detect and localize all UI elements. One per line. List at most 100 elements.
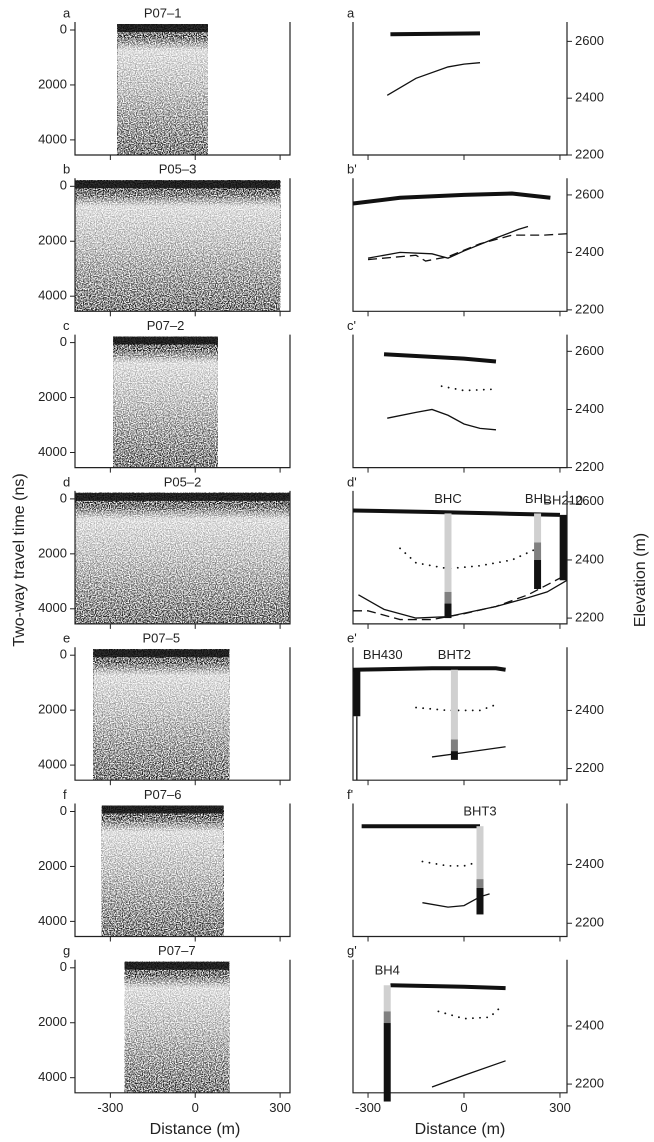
borehole-label: BHT3 (463, 804, 496, 819)
profile-line (367, 233, 568, 262)
frame (74, 647, 291, 781)
panel-label: f (63, 787, 67, 802)
y2-tick-label: 2400 (575, 244, 604, 259)
radargram-top-band (101, 805, 224, 814)
profile-line (440, 385, 497, 392)
radargram-shade (93, 649, 230, 781)
y-tick-label: 4000 (38, 1069, 67, 1084)
borehole-segment (353, 669, 361, 717)
borehole-label: BHC (434, 491, 461, 506)
y-tick-label: 4000 (38, 757, 67, 772)
y-tick-label: 4000 (38, 913, 67, 928)
panel-label: f' (347, 787, 353, 802)
x-tick-label: 0 (460, 1100, 467, 1115)
x-axis-title: Distance (m) (150, 1121, 241, 1138)
borehole-segment (476, 826, 484, 880)
panel-title: P07–5 (142, 631, 180, 646)
profile-line (386, 62, 481, 96)
profile-line (353, 573, 568, 621)
radargram-shade (75, 180, 281, 312)
y-tick-label: 2000 (38, 858, 67, 873)
radargram-shade (113, 336, 218, 468)
panel-label: a (347, 5, 355, 20)
profile-line (352, 508, 561, 517)
profile-line (437, 1007, 501, 1020)
y2-tick-label: 2400 (575, 401, 604, 416)
panel-label: a (63, 5, 71, 20)
y2-tick-label: 2200 (575, 915, 604, 930)
profile-line (431, 746, 506, 758)
y-tick-label: 0 (60, 803, 67, 818)
y2-tick-label: 2400 (575, 702, 604, 717)
y-axis-title: Two-way travel time (ns) (11, 473, 28, 646)
panel-label: c (63, 318, 70, 333)
frame (352, 490, 568, 625)
y2-tick-label: 2400 (575, 1017, 604, 1032)
profile-line (352, 666, 506, 672)
radargram-shade (101, 805, 224, 937)
radargram-shade (124, 961, 230, 1093)
borehole-segment (534, 513, 542, 543)
y-tick-label: 0 (60, 334, 67, 349)
frame (352, 334, 568, 469)
borehole-segment (450, 669, 458, 740)
panel-label: g (63, 943, 70, 958)
radargram-top-band (124, 961, 230, 970)
borehole-segment (383, 1011, 391, 1024)
borehole-segment (450, 739, 458, 752)
y2-axis-title: Elevation (m) (632, 533, 649, 627)
frame (352, 647, 568, 781)
y2-tick-label: 2200 (575, 760, 604, 775)
y-tick-label: 2000 (38, 702, 67, 717)
radargram-top-band (75, 180, 281, 189)
borehole-segment (534, 542, 542, 560)
radargram-shade (75, 492, 290, 624)
y-tick-label: 0 (60, 959, 67, 974)
profile-line (399, 547, 539, 570)
y-tick-label: 4000 (38, 600, 67, 615)
x-tick-label: -300 (97, 1100, 123, 1115)
borehole-segment (450, 751, 458, 760)
y-tick-label: 0 (60, 178, 67, 193)
borehole-segment (383, 1023, 391, 1102)
frame (74, 22, 291, 156)
panel-title: P05–2 (164, 474, 202, 489)
y2-tick-label: 2600 (575, 186, 604, 201)
panel-title: P05–3 (159, 162, 197, 177)
borehole-label: BHT2 (438, 647, 471, 662)
borehole-segment (444, 513, 452, 592)
y-tick-label: 4000 (38, 288, 67, 303)
y2-tick-label: 2200 (575, 610, 604, 625)
y2-tick-label: 2600 (575, 33, 604, 48)
frame (74, 490, 291, 625)
radargram-top-band (75, 492, 290, 501)
frame (352, 803, 568, 938)
x-tick-label: 0 (192, 1100, 199, 1115)
y-tick-label: 2000 (38, 545, 67, 560)
y2-tick-label: 2200 (575, 146, 604, 161)
panel-label: c' (347, 318, 356, 333)
y2-tick-label: 2200 (575, 459, 604, 474)
y2-tick-label: 2400 (575, 551, 604, 566)
y2-tick-label: 2600 (575, 493, 604, 508)
radargram-shade (117, 24, 208, 155)
x-axis-title: Distance (m) (415, 1121, 506, 1138)
y2-tick-label: 2200 (575, 301, 604, 316)
y2-tick-label: 2400 (575, 856, 604, 871)
panel-label: d' (347, 474, 357, 489)
y-tick-label: 4000 (38, 131, 67, 146)
frame (352, 22, 568, 156)
borehole-label: BHL (525, 491, 550, 506)
y-tick-label: 2000 (38, 233, 67, 248)
panel-label: e (63, 631, 70, 646)
panel-title: P07–2 (147, 318, 185, 333)
borehole-segment (559, 514, 567, 581)
profile-line (390, 31, 481, 37)
x-tick-label: 300 (549, 1100, 571, 1115)
profile-line (421, 860, 481, 867)
borehole-segment (476, 887, 484, 915)
panel-title: P07–6 (144, 787, 182, 802)
frame (74, 178, 291, 312)
y-tick-label: 2000 (38, 389, 67, 404)
